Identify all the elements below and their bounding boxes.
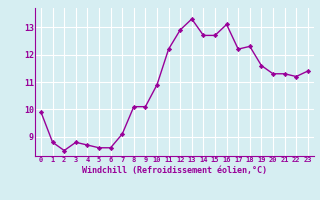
X-axis label: Windchill (Refroidissement éolien,°C): Windchill (Refroidissement éolien,°C) bbox=[82, 166, 267, 175]
